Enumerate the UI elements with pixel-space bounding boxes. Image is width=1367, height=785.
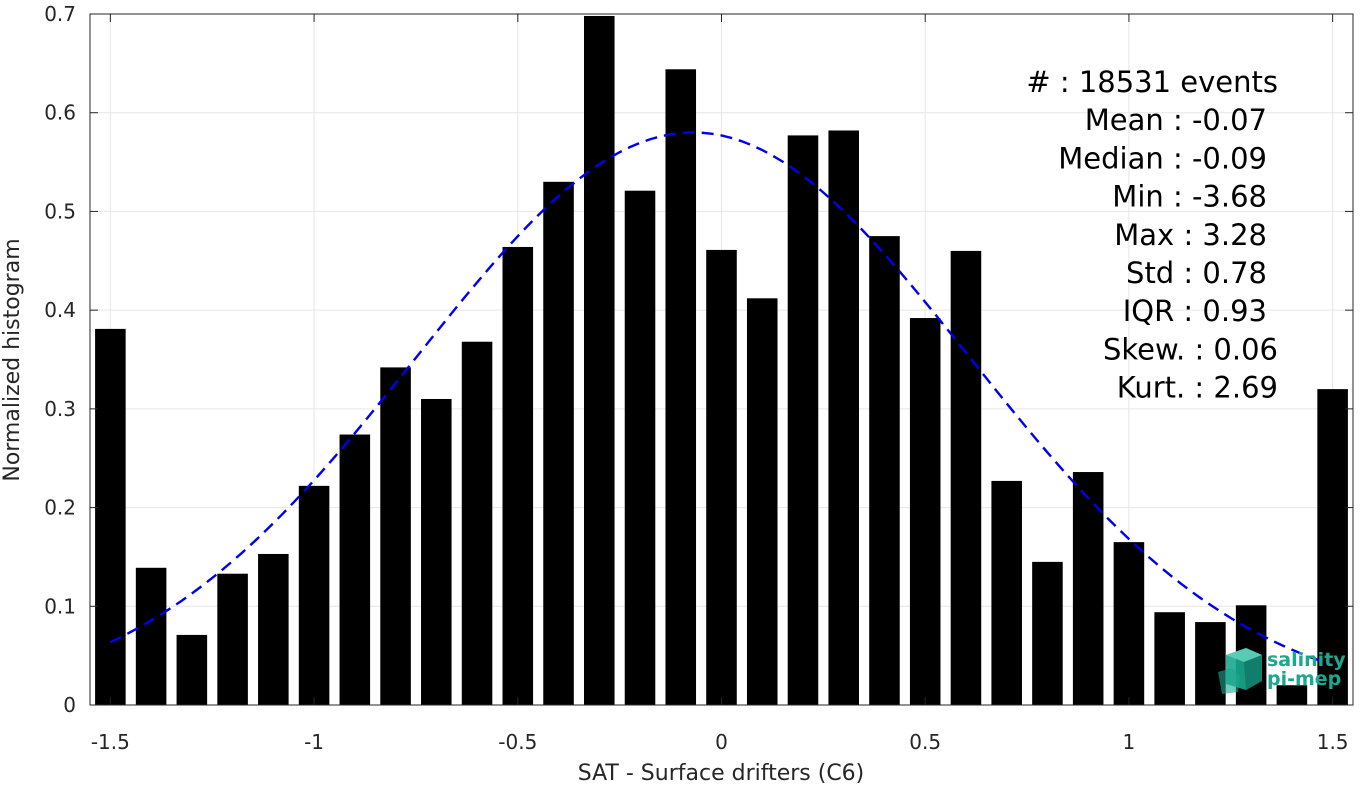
histogram-bar — [665, 69, 697, 705]
histogram-bar — [1317, 389, 1348, 705]
y-tick-label: 0.1 — [44, 594, 76, 618]
x-axis-ticks: -1.5 -1 -0.5 0 0.5 1 1.5 — [91, 14, 1349, 754]
logo-line2: pi-mep — [1267, 668, 1341, 690]
x-tick-label: -0.5 — [498, 730, 537, 754]
stat-line: Std : 0.78 — [1126, 256, 1267, 290]
histogram-bar — [950, 250, 982, 705]
x-tick-label: 0.5 — [909, 730, 941, 754]
histogram-bar — [1072, 472, 1104, 705]
histogram-bar — [1032, 561, 1063, 705]
histogram-bar — [746, 298, 778, 705]
stat-line: # : 18531 events — [1026, 65, 1278, 99]
histogram-bar — [583, 15, 615, 705]
stat-line: Min : -3.68 — [1112, 180, 1267, 214]
x-tick-label: 1.5 — [1317, 730, 1349, 754]
histogram-bar — [217, 573, 248, 705]
histogram-bar — [991, 480, 1022, 705]
histogram-bar — [1276, 685, 1308, 705]
y-tick-label: 0.6 — [44, 101, 76, 125]
stat-line: Max : 3.28 — [1114, 218, 1267, 252]
salinity-pi-mep-logo: salinity pi-mep — [1218, 648, 1346, 694]
histogram-bar — [461, 341, 493, 705]
x-tick-label: -1.5 — [91, 730, 130, 754]
histogram-bar — [339, 434, 371, 705]
cube-logo-icon — [1218, 648, 1262, 694]
histogram-bar — [1154, 612, 1185, 705]
histogram-bar — [95, 328, 126, 705]
histogram-bar — [706, 249, 737, 706]
y-tick-label: 0.3 — [44, 397, 76, 421]
y-tick-label: 0.2 — [44, 496, 76, 520]
y-axis-label: Normalized histogram — [0, 238, 25, 481]
histogram-bar — [787, 135, 819, 705]
y-tick-label: 0 — [63, 693, 76, 717]
histogram-bar — [135, 567, 167, 705]
y-tick-label: 0.5 — [44, 199, 76, 223]
histogram-bar — [176, 634, 208, 705]
gaussian-fit-curve — [109, 131, 1334, 667]
y-tick-label: 0.4 — [44, 298, 76, 322]
histogram-bar — [1195, 622, 1226, 705]
y-axis-ticks: 0 0.1 0.2 0.3 0.4 0.5 0.6 0.7 — [44, 2, 1353, 717]
stat-line: Kurt. : 2.69 — [1117, 371, 1278, 405]
logo-line1: salinity — [1267, 649, 1346, 671]
stat-line: Median : -0.09 — [1058, 141, 1267, 175]
x-tick-label: 1 — [1123, 730, 1136, 754]
histogram-bar — [380, 367, 411, 705]
stat-line: IQR : 0.93 — [1123, 294, 1267, 328]
stat-line: Skew. : 0.06 — [1103, 332, 1278, 366]
histogram-bar — [502, 246, 534, 706]
histogram-bar — [869, 236, 900, 705]
x-axis-label: SAT - Surface drifters (C6) — [578, 761, 865, 785]
histogram-bars — [95, 15, 1348, 706]
histogram-bar — [298, 485, 330, 705]
stat-line: Mean : -0.07 — [1085, 103, 1267, 137]
x-tick-label: -1 — [304, 730, 324, 754]
histogram-bar — [828, 130, 860, 706]
y-tick-label: 0.7 — [44, 2, 76, 26]
histogram-bar — [543, 181, 574, 706]
histogram-bar — [1113, 542, 1145, 705]
statistics-box: # : 18531 events Mean : -0.07 Median : -0.… — [1026, 65, 1278, 405]
histogram-bar — [909, 318, 941, 705]
histogram-bar — [421, 398, 452, 705]
x-tick-label: 0 — [715, 730, 728, 754]
histogram-bar — [258, 553, 289, 705]
histogram-bar — [624, 190, 656, 705]
